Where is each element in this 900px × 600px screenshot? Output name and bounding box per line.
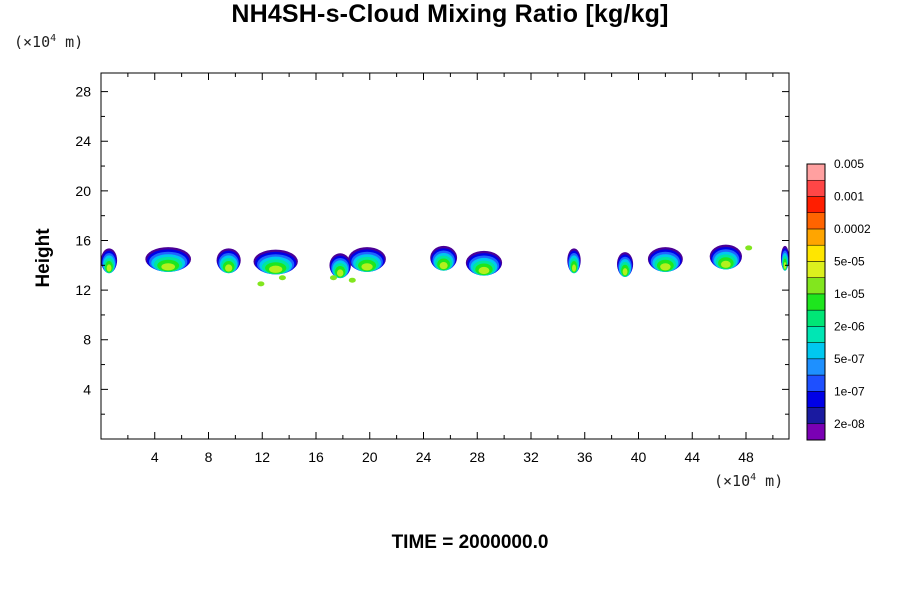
x-unit-exponent: 4 [750,472,757,483]
x-tick-label: 40 [631,449,647,465]
x-tick-label: 36 [577,449,593,465]
colorbar-label: 1e-07 [834,384,865,398]
x-tick-label: 32 [523,449,539,465]
colorbar-swatch [806,423,826,441]
x-tick-label: 12 [254,449,270,465]
colorbar-swatch [806,163,826,181]
colorbar: 2e-08 1e-07 5e-07 2e-06 1e-05 5e-05 0.0002 0.00… [806,157,871,441]
cloud-contour [161,263,176,271]
x-tick-label: 28 [469,449,485,465]
time-label: TIME = 2000000.0 [391,532,549,553]
x-tick-label: 20 [362,449,378,465]
cloud-blob [216,248,241,274]
cloud-blob [430,245,458,271]
colorbar-swatch [806,309,826,327]
cloud-speck [329,275,337,281]
chart-title: NH4SH-s-Cloud Mixing Ratio [kg/kg] [231,0,669,28]
cloud-speck [745,245,753,251]
y-tick-label: 4 [83,381,91,397]
cloud-contour [336,269,344,277]
colorbar-swatch [806,277,826,295]
cloud-blob [709,244,742,270]
colorbar-swatch [806,212,826,230]
colorbar-swatch [806,391,826,408]
colorbar-label: 0.0002 [834,222,871,236]
cloud-speck [278,275,286,281]
colorbar-swatch [806,326,826,343]
colorbar-swatch [806,342,826,360]
cloud-blob [329,253,351,279]
colorbar-label: 2e-08 [834,417,865,431]
cloud-speck [348,277,356,283]
x-axis-unit: (×104 m) [714,472,783,490]
cloud-contour [106,264,112,272]
x-unit-suffix: m) [756,472,784,490]
cloud-blob [253,249,298,275]
colorbar-swatch [806,374,826,392]
x-tick-label: 24 [416,449,432,465]
cloud-contour [361,263,373,271]
y-unit-suffix: m) [56,33,84,51]
colorbar-label: 1e-05 [834,287,865,301]
colorbar-swatch [806,244,826,262]
x-axis: 4 8 12 16 20 24 28 32 36 40 44 48 [127,73,774,465]
colorbar-frame [806,163,826,441]
x-tick-label: 4 [151,449,159,465]
y-tick-label: 20 [75,183,91,199]
cloud-contour [439,261,448,270]
cloud-blob [348,247,386,272]
y-tick-label: 12 [75,282,91,298]
cloud-contour [622,268,628,276]
colorbar-label: 2e-06 [834,319,865,333]
y-tick-label: 28 [75,84,91,100]
plot-frame [100,72,790,440]
y-axis: 4 8 12 16 20 24 28 [75,84,789,415]
cloud-blob [780,245,789,271]
y-tick-label: 24 [75,133,91,149]
cloud-contour [660,263,671,271]
colorbar-swatch [806,358,826,376]
cloud-blob [101,248,118,274]
x-tick-label: 16 [308,449,324,465]
colorbar-swatch [806,293,826,311]
colorbar-swatch [806,196,826,213]
x-unit-prefix: (×10 [714,472,751,490]
cloud-contour [225,264,233,272]
cloud-contour [571,264,577,272]
cloud-speck [257,281,265,287]
cloud-contour [478,266,490,275]
x-tick-label: 48 [738,449,754,465]
colorbar-label: 5e-05 [834,254,865,268]
x-tick-label: 44 [684,449,700,465]
y-unit-exponent: 4 [50,33,57,44]
cloud-blob [647,247,683,272]
cloud-contour [269,265,283,273]
colorbar-swatch [806,261,826,278]
cloud-blob [145,247,192,272]
colorbar-label: 5e-07 [834,352,865,366]
y-axis-unit: (×104 m) [14,33,83,51]
cloud-contour [721,260,731,268]
colorbar-label: 0.001 [834,189,864,203]
y-axis-label: Height [33,228,54,288]
cloud-blob [567,248,581,274]
colorbar-swatch [806,228,826,246]
y-tick-label: 16 [75,232,91,248]
y-tick-label: 8 [83,332,91,348]
y-unit-prefix: (×10 [14,33,51,51]
cloud-field [101,244,789,287]
cloud-blob [617,252,634,277]
cloud-contour [783,261,787,270]
colorbar-label: 0.005 [834,157,864,171]
colorbar-swatch [806,179,826,197]
x-tick-label: 8 [205,449,213,465]
cloud-blob [465,250,503,276]
colorbar-swatch [806,407,826,425]
